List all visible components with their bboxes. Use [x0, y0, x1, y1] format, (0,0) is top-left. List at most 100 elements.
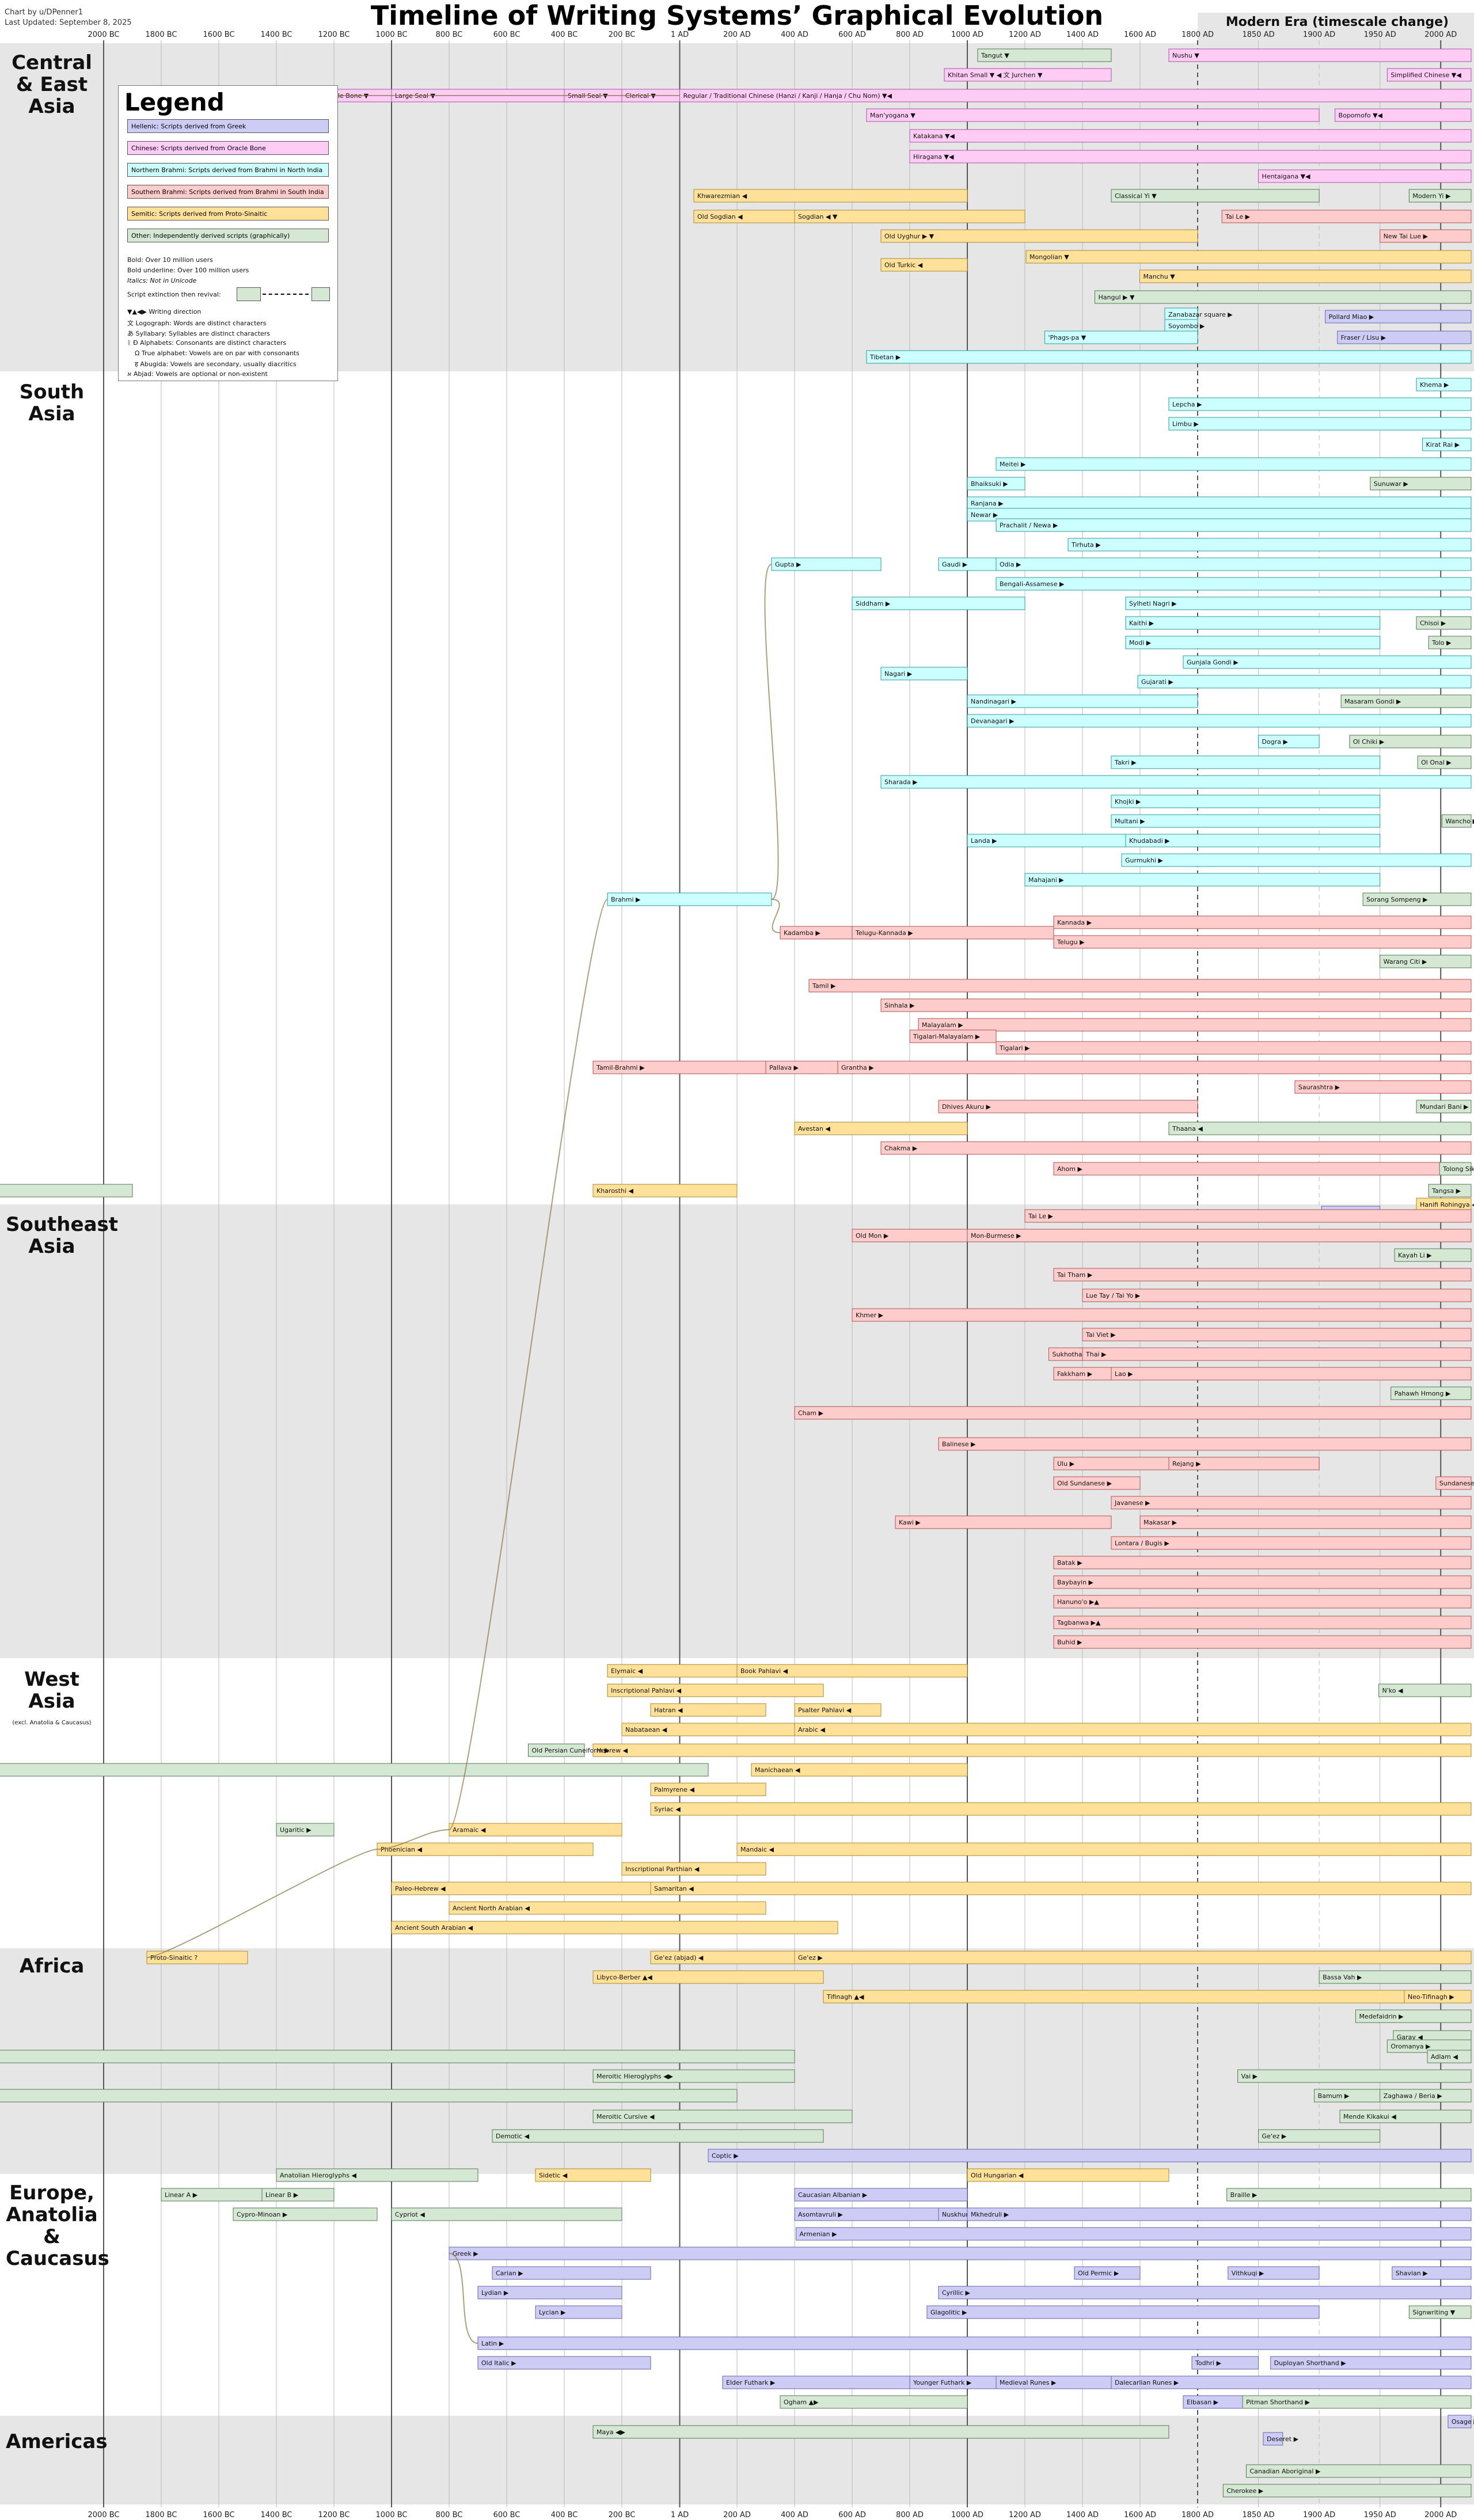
- script-bar: [1111, 189, 1320, 203]
- script-bar: [996, 457, 1472, 471]
- script-bar: [880, 1141, 1472, 1155]
- x-tick-label-bottom: 400 BC: [551, 2511, 578, 2519]
- script-label: Cyrillic ▶: [942, 2289, 970, 2297]
- script-label: Mundari Bani ▶: [1420, 1103, 1469, 1111]
- script-bar: [1183, 655, 1472, 669]
- script-label: Inscriptional Parthian ◀: [625, 1865, 700, 1873]
- script-label: Tai Viet ▶: [1085, 1331, 1116, 1339]
- script-label: Meitei ▶: [1000, 461, 1026, 468]
- script-label: Psalter Pahlavi ◀: [798, 1706, 852, 1714]
- script-bar: [1408, 2305, 1472, 2319]
- script-bar: [794, 1406, 1472, 1420]
- legend-note: ᚱ Ð Alphabets: Consonants are distinct c…: [127, 339, 287, 347]
- script-bar: [1416, 1100, 1472, 1113]
- script-label: Sunuwar ▶: [1374, 480, 1409, 488]
- legend-revival-swatch: [311, 287, 330, 301]
- script-bar: [866, 350, 1472, 364]
- script-bar: [1168, 1122, 1472, 1135]
- script-label: Hanifi Rohingya ◀: [1420, 1201, 1474, 1208]
- script-label: Gujarati ▶: [1141, 678, 1173, 686]
- script-bar: [1082, 1328, 1472, 1341]
- x-tick-label-bottom: 800 BC: [436, 2511, 463, 2519]
- script-label: Caucasian Albanian ▶: [798, 2191, 868, 2199]
- script-label: Palmyrene ◀: [654, 1786, 694, 1793]
- script-bar: [592, 1970, 824, 1984]
- script-bar: [938, 1437, 1472, 1451]
- script-label: Book Pahlavi ◀: [740, 1667, 788, 1675]
- script-bar: [1053, 935, 1472, 949]
- script-label: Paleo-Hebrew ◀: [395, 1885, 446, 1892]
- x-tick-label-top: 1400 BC: [261, 31, 292, 39]
- script-label: Cypro-Minoan ▶: [237, 2211, 288, 2218]
- script-label: Elbasan ▶: [1187, 2399, 1219, 2406]
- script-label: Grantha ▶: [841, 1064, 874, 1071]
- script-label: Ge'ez ▶: [798, 1954, 823, 1962]
- script-bar: [1125, 834, 1381, 847]
- script-label: Tamil ▶: [812, 982, 836, 990]
- script-label: Gaudi ▶: [942, 561, 968, 568]
- script-label: Tolong Siki ▶: [1442, 1165, 1474, 1173]
- script-bar: [880, 258, 968, 272]
- script-label: Fakkham ▶: [1057, 1370, 1093, 1378]
- script-bar: [1394, 1248, 1472, 1262]
- script-bar: [1263, 2432, 1283, 2446]
- x-tick-label-bottom: 1950 AD: [1364, 2511, 1396, 2519]
- script-bar: [736, 1664, 968, 1678]
- script-bar: [1111, 795, 1381, 808]
- script-bar: [592, 1743, 1472, 1757]
- script-bar: [0, 1184, 133, 1198]
- x-tick-label-bottom: 1800 AD: [1182, 2511, 1214, 2519]
- script-label: Pallava ▶: [769, 1064, 799, 1071]
- script-label: Hatran ◀: [654, 1706, 683, 1714]
- script-label: Sinhala ▶: [884, 1002, 915, 1009]
- script-bar: [391, 1882, 651, 1895]
- script-label: Hanuno'o ▶▲: [1057, 1598, 1099, 1606]
- script-label: Man'yogana ▼: [870, 112, 915, 119]
- script-label: Sukhothai ▶: [1053, 1351, 1092, 1358]
- script-label: Javanese ▶: [1114, 1499, 1150, 1507]
- script-label: Lycian ▶: [539, 2309, 566, 2316]
- legend-extinct-dash: [263, 294, 309, 295]
- script-label: Sogdian ◀ ▼: [798, 213, 838, 221]
- script-label: Gurmukhi ▶: [1125, 857, 1163, 864]
- x-tick-label-top: 800 AD: [896, 31, 924, 39]
- script-label: Zanabazar square ▶: [1168, 311, 1233, 318]
- region-americas: Americas: [6, 2430, 108, 2453]
- script-bar: [1337, 330, 1472, 344]
- script-bar: [977, 48, 1112, 62]
- script-label: Adlam ◀: [1431, 2053, 1458, 2061]
- script-label: Simplified Chinese ▼◀: [1391, 71, 1461, 79]
- script-bar: [1258, 735, 1320, 748]
- script-label: Takri ▶: [1114, 759, 1137, 766]
- script-label: Meroitic Cursive ◀: [597, 2113, 655, 2120]
- script-bar: [794, 1723, 1472, 1736]
- script-label: Samaritan ◀: [654, 1885, 694, 1892]
- x-tick-label-bottom: 1900 AD: [1303, 2511, 1335, 2519]
- script-label: Khmer ▶: [856, 1312, 884, 1319]
- script-bar: [837, 1061, 1472, 1074]
- script-label: Anatolian Hieroglyphs ◀: [280, 2172, 356, 2179]
- script-label: Old Sogdian ◀: [697, 213, 743, 221]
- script-bar: [794, 2188, 968, 2202]
- x-tick-label-top: 1900 AD: [1303, 31, 1335, 39]
- x-tick-label-bottom: 1850 AD: [1242, 2511, 1274, 2519]
- script-label: Linear A ▶: [165, 2191, 198, 2199]
- script-label: Signwriting ▼: [1412, 2309, 1455, 2316]
- legend-note: あ Syllabary: Syllables are distinct char…: [127, 330, 271, 337]
- script-bar: [1258, 169, 1472, 183]
- script-bar: [1370, 477, 1472, 491]
- x-tick-label-bottom: 1600 AD: [1124, 2511, 1156, 2519]
- script-bar: [1222, 2484, 1472, 2498]
- script-bar: [261, 2188, 335, 2202]
- script-bar: [1404, 1990, 1472, 2004]
- script-label: Saurashtra ▶: [1298, 1084, 1340, 1091]
- script-bar: [1340, 694, 1472, 708]
- script-bar: [1228, 2266, 1320, 2280]
- script-label: Lontara / Bugis ▶: [1115, 1540, 1169, 1547]
- x-tick-label-bottom: 1400 AD: [1066, 2511, 1099, 2519]
- script-bar: [1168, 48, 1472, 62]
- script-bar: [1416, 616, 1472, 630]
- script-bar: [1139, 269, 1472, 283]
- script-bar: [1435, 1476, 1472, 1490]
- script-label: Mandaic ◀: [740, 1846, 774, 1853]
